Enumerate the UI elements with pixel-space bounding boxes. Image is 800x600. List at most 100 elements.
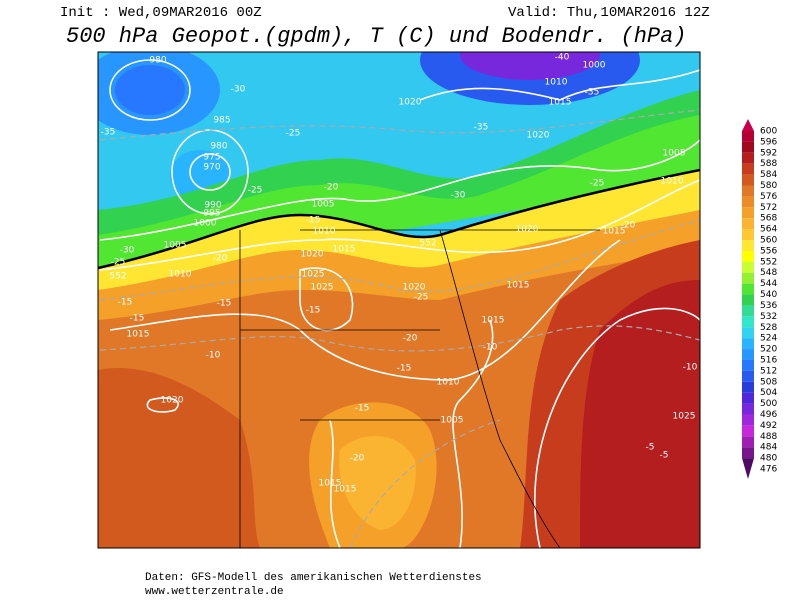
contour-label: 1025 bbox=[311, 283, 334, 293]
contour-label: -20 bbox=[324, 183, 339, 193]
contour-label: -10 bbox=[206, 351, 221, 361]
colorbar-label: 572 bbox=[760, 203, 777, 213]
colorbar: 6005965925885845805765725685645605565525… bbox=[742, 119, 777, 479]
colorbar-swatch bbox=[742, 294, 754, 306]
contour-label: 995 bbox=[203, 209, 220, 219]
contour-label: 1005 bbox=[441, 416, 464, 426]
contour-label: -20 bbox=[350, 454, 365, 464]
colorbar-cap bbox=[742, 119, 754, 131]
contour-label: 1010 bbox=[437, 378, 460, 388]
contour-label: 1010 bbox=[169, 270, 192, 280]
contour-label: 1020 bbox=[399, 98, 422, 108]
colorbar-swatch bbox=[742, 305, 754, 317]
contour-label: 1015 bbox=[333, 245, 356, 255]
colorbar-swatch bbox=[742, 131, 754, 142]
contour-label: 1010 bbox=[313, 227, 336, 237]
contour-label: -20 bbox=[213, 254, 228, 264]
contour-label: -15 bbox=[306, 216, 321, 226]
contour-label: 1015 bbox=[549, 98, 572, 108]
colorbar-swatch bbox=[742, 261, 754, 273]
colorbar-swatch bbox=[742, 436, 754, 448]
contour-label: -40 bbox=[555, 53, 570, 63]
colorbar-label: 556 bbox=[760, 246, 777, 256]
colorbar-label: 508 bbox=[760, 377, 777, 387]
colorbar-swatch bbox=[742, 338, 754, 350]
colorbar-label: 528 bbox=[760, 323, 777, 333]
map-labels: 980985980975970990995100010051010-30-255… bbox=[101, 53, 698, 495]
contour-label: -35 bbox=[101, 128, 116, 138]
contour-label: 1020 bbox=[161, 396, 184, 406]
colorbar-swatch bbox=[742, 359, 754, 371]
colorbar-label: 488 bbox=[760, 432, 777, 442]
contour-label: -20 bbox=[403, 334, 418, 344]
map-title: 500 hPa Geopot.(gpdm), T (C) und Bodendr… bbox=[66, 24, 687, 49]
contour-label: 1000 bbox=[194, 219, 217, 229]
colorbar-label: 500 bbox=[760, 399, 777, 409]
colorbar-swatch bbox=[742, 196, 754, 208]
contour-label: -35 bbox=[585, 88, 600, 98]
colorbar-swatch bbox=[742, 447, 754, 459]
contour-label: -30 bbox=[120, 246, 135, 256]
colorbar-label: 576 bbox=[760, 192, 777, 202]
contour-label: 1015 bbox=[482, 316, 505, 326]
contour-label: 1020 bbox=[527, 131, 550, 141]
colorbar-swatch bbox=[742, 229, 754, 241]
colorbar-label: 552 bbox=[760, 257, 777, 267]
contour-label: 1005 bbox=[312, 200, 335, 210]
colorbar-swatch bbox=[742, 349, 754, 360]
contour-label: -15 bbox=[397, 364, 412, 374]
colorbar-swatch bbox=[742, 272, 754, 284]
map-frame bbox=[97, 51, 701, 549]
valid-time: Valid: Thu,10MAR2016 12Z bbox=[508, 5, 710, 21]
colorbar-label: 588 bbox=[760, 159, 777, 169]
colorbar-label: 584 bbox=[760, 170, 777, 180]
colorbar-label: 476 bbox=[760, 465, 777, 475]
init-time: Init : Wed,09MAR2016 00Z bbox=[60, 5, 262, 21]
colorbar-swatch bbox=[742, 207, 754, 219]
colorbar-label: 592 bbox=[760, 148, 777, 158]
contour-label: 1010 bbox=[661, 177, 684, 187]
contour-label: 1020 bbox=[403, 283, 426, 293]
map-field bbox=[98, 52, 700, 548]
contour-label: 980 bbox=[210, 142, 227, 152]
colorbar-swatch bbox=[742, 392, 754, 404]
contour-label: 1025 bbox=[302, 270, 325, 280]
colorbar-label: 544 bbox=[760, 279, 777, 289]
colorbar-label: 512 bbox=[760, 366, 777, 376]
contour-label: -5 bbox=[646, 443, 655, 453]
colorbar-swatch bbox=[742, 370, 754, 382]
contour-label: 990 bbox=[204, 201, 221, 211]
colorbar-label: 568 bbox=[760, 214, 777, 224]
colorbar-swatch bbox=[742, 152, 754, 164]
colorbar-label: 596 bbox=[760, 137, 777, 147]
footer-source: Daten: GFS-Modell des amerikanischen Wet… bbox=[145, 572, 482, 584]
contour-label: -15 bbox=[355, 404, 370, 414]
colorbar-swatch bbox=[742, 381, 754, 393]
colorbar-label: 480 bbox=[760, 454, 777, 464]
colorbar-swatch bbox=[742, 403, 754, 415]
colorbar-swatch bbox=[742, 250, 754, 262]
contour-label: 552 bbox=[419, 239, 436, 249]
colorbar-swatch bbox=[742, 316, 754, 328]
contour-label: -5 bbox=[660, 451, 669, 461]
colorbar-label: 548 bbox=[760, 268, 777, 278]
colorbar-label: 560 bbox=[760, 236, 777, 246]
contour-label: -20 bbox=[621, 221, 636, 231]
contour-label: -15 bbox=[130, 314, 145, 324]
contour-label: -10 bbox=[483, 343, 498, 353]
colorbar-label: 496 bbox=[760, 410, 777, 420]
colorbar-swatch bbox=[742, 163, 754, 175]
colorbar-label: 492 bbox=[760, 421, 777, 431]
colorbar-label: 520 bbox=[760, 345, 777, 355]
contour-label: 1015 bbox=[127, 330, 150, 340]
colorbar-swatch bbox=[742, 174, 754, 186]
contour-label: -30 bbox=[231, 85, 246, 95]
contour-label: -15 bbox=[306, 306, 321, 316]
contour-label: 1015 bbox=[319, 479, 342, 489]
contour-label: -25 bbox=[286, 129, 301, 139]
contour-label: -25 bbox=[111, 258, 126, 268]
contour-label: -15 bbox=[118, 298, 133, 308]
contour-label: -25 bbox=[414, 293, 429, 303]
contour-label: 1010 bbox=[545, 78, 568, 88]
contour-label: 985 bbox=[213, 116, 230, 126]
